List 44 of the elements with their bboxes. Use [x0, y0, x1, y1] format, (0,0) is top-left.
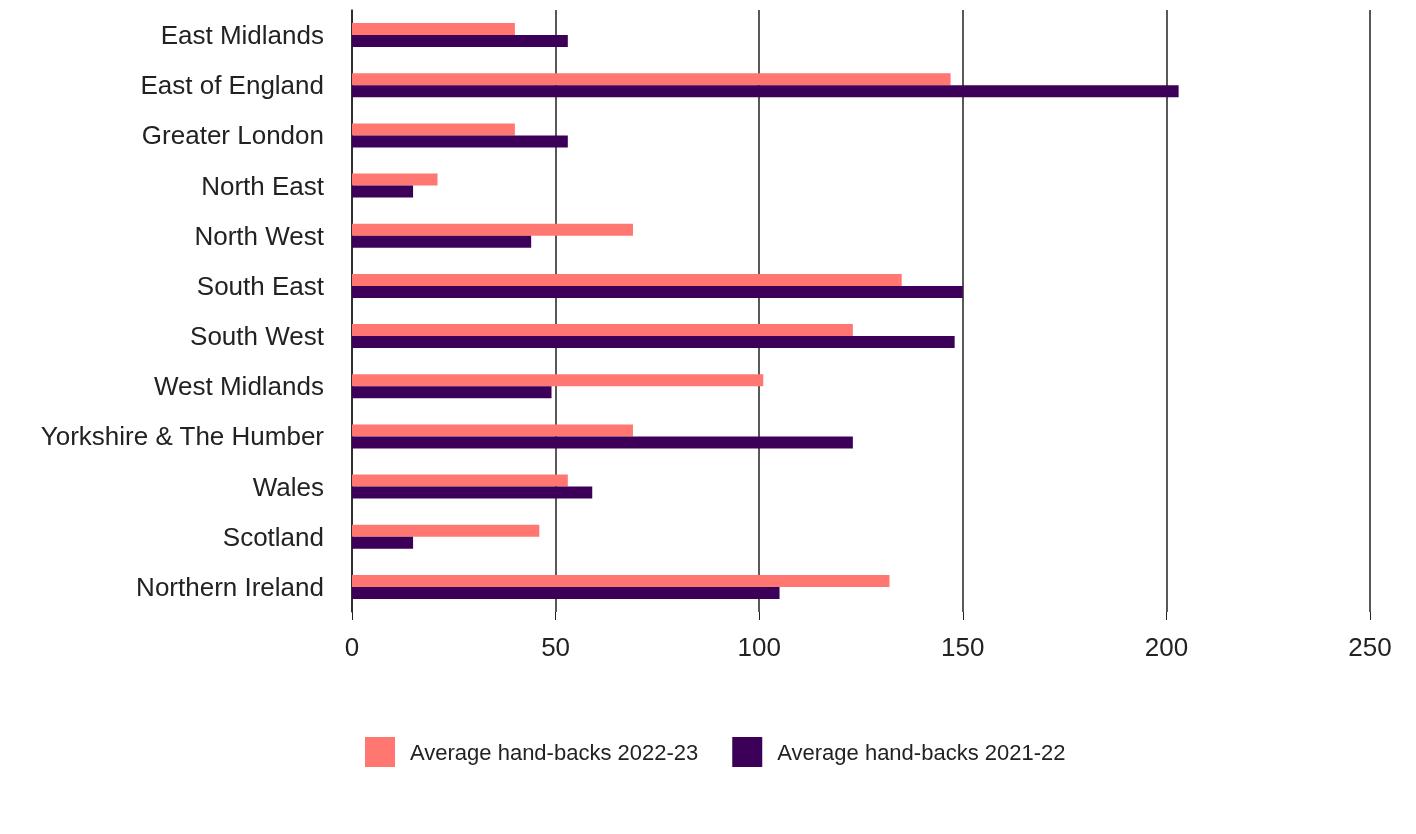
x-tick-label: 100: [737, 632, 781, 662]
bar: [352, 185, 414, 198]
y-tick-label: East of England: [140, 70, 324, 101]
y-tick-label: South East: [196, 270, 325, 301]
y-tick-label: North East: [201, 170, 325, 201]
legend-label: Average hand-backs 2021-22: [777, 739, 1066, 765]
bar: [352, 235, 532, 248]
bar: [352, 486, 593, 499]
bar: [352, 123, 515, 136]
bar: [352, 574, 890, 587]
bar: [352, 374, 764, 387]
bar: [352, 336, 955, 349]
bar: [352, 285, 963, 298]
bar: [352, 324, 853, 337]
y-tick-label: Yorkshire & The Humber: [40, 421, 325, 452]
bar: [352, 474, 568, 487]
y-tick-label: Northern Ireland: [136, 571, 324, 602]
bar: [352, 273, 902, 286]
bar: [352, 536, 414, 549]
bar: [352, 173, 438, 186]
bar: [352, 424, 633, 437]
x-tick-label: 150: [941, 632, 985, 662]
y-tick-label: Wales: [252, 471, 324, 502]
bar: [352, 23, 515, 36]
y-tick-label: Scotland: [222, 521, 324, 552]
y-tick-label: North West: [194, 220, 325, 251]
y-tick-label: West Midlands: [153, 371, 324, 402]
bar: [352, 85, 1179, 98]
legend-label: Average hand-backs 2022-23: [410, 739, 699, 765]
x-tick-label: 200: [1144, 632, 1189, 662]
x-tick-label: 50: [541, 632, 571, 662]
bar: [352, 135, 568, 148]
y-tick-label: Greater London: [141, 120, 324, 151]
y-tick-label: East Midlands: [160, 20, 324, 51]
bar: [352, 524, 540, 537]
bar: [352, 223, 633, 236]
bar: [352, 73, 951, 86]
y-tick-label: South West: [190, 321, 325, 352]
x-tick-label: 250: [1348, 632, 1392, 662]
bar: [352, 436, 853, 449]
bar: [352, 586, 780, 599]
bar: [352, 386, 552, 399]
x-tick-label: 0: [344, 632, 360, 662]
bar: [352, 35, 568, 48]
